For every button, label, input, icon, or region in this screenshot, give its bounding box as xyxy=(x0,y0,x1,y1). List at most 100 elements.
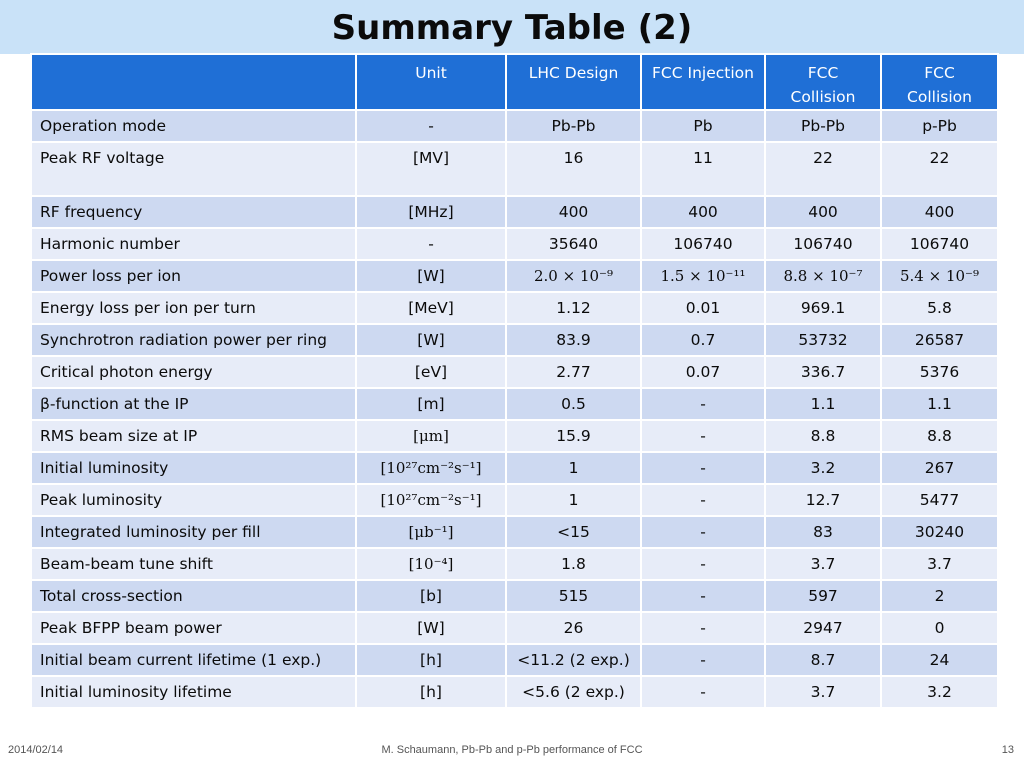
parameter-cell: Initial luminosity lifetime xyxy=(30,675,357,709)
table-row: Initial luminosity [10²⁷cm⁻²s⁻¹] 1-3.2 267 xyxy=(30,451,999,485)
title-band xyxy=(0,0,1024,54)
fcc-collision-ppb-cell: 2 xyxy=(880,579,999,613)
fcc-collision-ppb-cell: 3.7 xyxy=(880,547,999,581)
unit-cell: [MeV] xyxy=(355,291,507,325)
table-row: RMS beam size at IP [μm] 15.9-8.8 8.8 xyxy=(30,419,999,453)
fcc-collision-ppb-cell: 400 xyxy=(880,195,999,229)
fcc-injection-cell: - xyxy=(640,547,766,581)
unit-cell: [μm] xyxy=(355,419,507,453)
fcc-collision-pbpb-cell: 969.1 xyxy=(764,291,882,325)
lhc-design-cell: Pb-Pb xyxy=(505,109,642,143)
unit-cell: [10²⁷cm⁻²s⁻¹] xyxy=(355,483,507,517)
unit-cell: [10²⁷cm⁻²s⁻¹] xyxy=(355,451,507,485)
fcc-injection-cell: - xyxy=(640,643,766,677)
unit-cell: [W] xyxy=(355,611,507,645)
lhc-design-cell: 1 xyxy=(505,483,642,517)
fcc-injection-cell: - xyxy=(640,451,766,485)
parameter-cell: Total cross-section xyxy=(30,579,357,613)
fcc-injection-cell: 0.07 xyxy=(640,355,766,389)
fcc-collision-ppb-cell: 0 xyxy=(880,611,999,645)
unit-cell: - xyxy=(355,227,507,261)
fcc-collision-pbpb-cell: 53732 xyxy=(764,323,882,357)
unit-cell: [eV] xyxy=(355,355,507,389)
fcc-collision-ppb-cell: 5477 xyxy=(880,483,999,517)
fcc-injection-cell: - xyxy=(640,387,766,421)
table-row: Critical photon energy [eV] 2.77 0.07 336.7 5… xyxy=(30,355,999,389)
fcc-collision-ppb-cell: 5.4 × 10⁻⁹ xyxy=(880,259,999,293)
fcc-collision-pbpb-cell: 8.8 × 10⁻⁷ xyxy=(764,259,882,293)
fcc-injection-cell: 400 xyxy=(640,195,766,229)
fcc-injection-cell: 1.5 × 10⁻¹¹ xyxy=(640,259,766,293)
fcc-collision-pbpb-cell: 83 xyxy=(764,515,882,549)
fcc-collision-ppb-cell: 8.8 xyxy=(880,419,999,453)
fcc-injection-cell: - xyxy=(640,515,766,549)
fcc-injection-cell: - xyxy=(640,675,766,709)
unit-cell: [m] xyxy=(355,387,507,421)
table-row: Energy loss per ion per turn [MeV] 1.12 0.0… xyxy=(30,291,999,325)
header-parameter xyxy=(30,53,357,111)
fcc-collision-pbpb-cell: 8.7 xyxy=(764,643,882,677)
table-row: Harmonic number -35640 106740 106740 106740 xyxy=(30,227,999,261)
unit-cell: [MHz] xyxy=(355,195,507,229)
fcc-collision-ppb-cell: 3.2 xyxy=(880,675,999,709)
parameter-cell: Peak RF voltage xyxy=(30,141,357,197)
fcc-injection-cell: 0.7 xyxy=(640,323,766,357)
fcc-collision-pbpb-cell: 106740 xyxy=(764,227,882,261)
table-row: Initial beam current lifetime (1 exp.) [h… xyxy=(30,643,999,677)
unit-cell: [h] xyxy=(355,643,507,677)
parameter-cell: Operation mode xyxy=(30,109,357,143)
fcc-collision-pbpb-cell: 597 xyxy=(764,579,882,613)
table-row: Integrated luminosity per fill [μb⁻¹] <15-… xyxy=(30,515,999,549)
footer-page-number: 13 xyxy=(1001,744,1014,756)
lhc-design-cell: 2.0 × 10⁻⁹ xyxy=(505,259,642,293)
fcc-injection-cell: - xyxy=(640,611,766,645)
parameter-cell: β-function at the IP xyxy=(30,387,357,421)
lhc-design-cell: 16 xyxy=(505,141,642,197)
table-row: RF frequency [MHz] 400 400 400 400 xyxy=(30,195,999,229)
fcc-collision-ppb-cell: 30240 xyxy=(880,515,999,549)
parameter-cell: Initial luminosity xyxy=(30,451,357,485)
fcc-collision-ppb-cell: p-Pb xyxy=(880,109,999,143)
table-row: Peak luminosity [10²⁷cm⁻²s⁻¹] 1-12.7 5477 xyxy=(30,483,999,517)
lhc-design-cell: 1.12 xyxy=(505,291,642,325)
lhc-design-cell: 515 xyxy=(505,579,642,613)
fcc-collision-pbpb-cell: 12.7 xyxy=(764,483,882,517)
lhc-design-cell: <11.2 (2 exp.) xyxy=(505,643,642,677)
unit-cell: [b] xyxy=(355,579,507,613)
lhc-design-cell: 35640 xyxy=(505,227,642,261)
fcc-injection-cell: - xyxy=(640,419,766,453)
fcc-collision-pbpb-cell: 336.7 xyxy=(764,355,882,389)
parameter-cell: Harmonic number xyxy=(30,227,357,261)
table-row: Total cross-section [b] 515-597 2 xyxy=(30,579,999,613)
footer-citation: M. Schaumann, Pb-Pb and p-Pb performance… xyxy=(381,744,643,756)
fcc-collision-ppb-cell: 26587 xyxy=(880,323,999,357)
unit-cell: [MV] xyxy=(355,141,507,197)
unit-cell: [W] xyxy=(355,259,507,293)
summary-table: Unit LHC Design FCC Injection FCC Collis… xyxy=(30,53,999,709)
fcc-collision-pbpb-cell: 3.7 xyxy=(764,547,882,581)
parameter-cell: Initial beam current lifetime (1 exp.) xyxy=(30,643,357,677)
unit-cell: [μb⁻¹] xyxy=(355,515,507,549)
fcc-collision-ppb-cell: 106740 xyxy=(880,227,999,261)
footer-date: 2014/02/14 xyxy=(8,744,64,756)
header-fcc-collision-ppb: FCC Collision xyxy=(880,53,999,111)
unit-cell: - xyxy=(355,109,507,143)
fcc-collision-pbpb-cell: 22 xyxy=(764,141,882,197)
lhc-design-cell: 15.9 xyxy=(505,419,642,453)
lhc-design-cell: 2.77 xyxy=(505,355,642,389)
table-row: Operation mode - Pb-Pb Pb Pb-Pb p-Pb xyxy=(30,109,999,143)
table-row: Synchrotron radiation power per ring [W] 8… xyxy=(30,323,999,357)
fcc-collision-ppb-cell: 22 xyxy=(880,141,999,197)
table-row: Peak RF voltage [MV] 16 11 22 22 xyxy=(30,141,999,197)
parameter-cell: Peak luminosity xyxy=(30,483,357,517)
fcc-collision-ppb-cell: 5376 xyxy=(880,355,999,389)
parameter-cell: Integrated luminosity per fill xyxy=(30,515,357,549)
fcc-injection-cell: 11 xyxy=(640,141,766,197)
slide-title: Summary Table (2) xyxy=(331,8,693,48)
header-fcc-injection: FCC Injection xyxy=(640,53,766,111)
fcc-collision-ppb-cell: 24 xyxy=(880,643,999,677)
fcc-collision-pbpb-cell: 8.8 xyxy=(764,419,882,453)
fcc-collision-pbpb-cell: 400 xyxy=(764,195,882,229)
parameter-cell: Power loss per ion xyxy=(30,259,357,293)
parameter-cell: Critical photon energy xyxy=(30,355,357,389)
